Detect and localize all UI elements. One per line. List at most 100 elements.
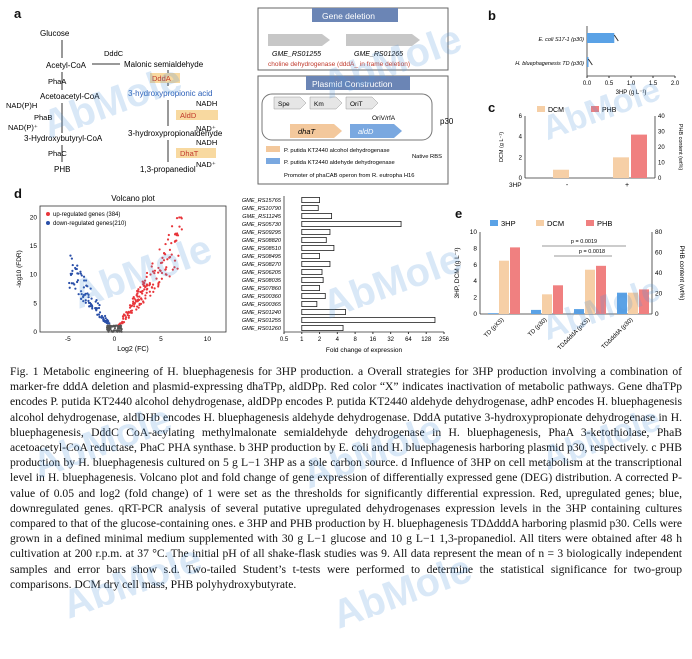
volcano-point (171, 268, 174, 271)
volcano-point (97, 306, 101, 310)
legend-phb: PHB (597, 219, 612, 228)
volcano-point (98, 315, 101, 318)
volcano-point (168, 275, 171, 278)
volcano-point (79, 270, 82, 273)
volcano-point (139, 302, 143, 305)
volcano-point (97, 313, 101, 316)
gene-label: GME_RS01255 (242, 318, 282, 324)
x-axis-title: 3HP (g L⁻¹) (616, 90, 647, 96)
legend-3hp: 3HP (501, 219, 516, 228)
gene-deletion-note: choline dehydrogenase (dddA_ in frame de… (268, 61, 410, 68)
plasmid-part-orit: OriT (350, 101, 363, 108)
volcano-point (176, 234, 180, 237)
volcano-point (145, 271, 149, 275)
y-axis-title-left: 3HP, DCM (g L⁻¹) (454, 248, 461, 299)
volcano-point (145, 288, 148, 291)
volcano-point (100, 316, 103, 319)
volcano-point (157, 282, 160, 285)
volcano-point (108, 326, 111, 329)
legend-up: up-regulated genes (384) (53, 212, 120, 218)
legend-swatch-phb (591, 106, 599, 112)
plasmid-name: p30 (440, 117, 454, 126)
tick-right: 20 (658, 145, 665, 151)
tick-label: 1 (300, 337, 304, 343)
volcano-point (123, 314, 127, 317)
panel-letter-a: a (14, 6, 22, 21)
category-label: TDΔdddA (p30) (601, 317, 634, 350)
fold-bar (301, 212, 333, 219)
plot-frame (39, 205, 227, 333)
fold-bar (301, 204, 319, 211)
gene-label: GME_RS08820 (242, 238, 282, 244)
gene-label: GME_RS11245 (242, 214, 282, 220)
panel-d-foldchange: GME_RS15765 GME_RS10790 GME_RS11245 GME_RS0… (242, 196, 450, 354)
volcano-point (168, 248, 172, 251)
volcano-point (141, 280, 144, 283)
pvalue-2: p = 0.0018 (579, 249, 605, 255)
panel-d-volcano: Volcano plot -5 0 5 10 0 5 10 15 20 Log2 (FC) -log1… (16, 194, 227, 353)
fold-bar (301, 229, 331, 236)
volcano-point (161, 261, 164, 264)
pathway-13pdo: 1,3-propanediol (140, 165, 196, 174)
tick-left: 6 (519, 114, 523, 120)
tick-left: 6 (473, 262, 477, 269)
fold-bar (301, 285, 320, 292)
volcano-point (137, 306, 140, 309)
panel-c-chart: DCM PHB 0 2 4 6 0 10 20 30 40 3HP - + DCM (g L⁻¹) PHB c… (499, 106, 683, 189)
volcano-point (75, 280, 79, 284)
gene-label: GME_RS00365 (242, 302, 282, 308)
tick-left: 0 (519, 176, 523, 182)
tick-label: 0.0 (583, 81, 592, 87)
pathway-nad-2: NAD⁺ (196, 160, 216, 169)
volcano-point (144, 297, 147, 300)
volcano-point (145, 291, 148, 294)
y-axis-title-right: PHB content (wt%) (678, 246, 685, 301)
volcano-point (155, 277, 158, 280)
volcano-point (91, 305, 94, 308)
tick-x: 10 (204, 336, 212, 343)
volcano-point (132, 300, 135, 303)
tick-right: 80 (655, 229, 663, 236)
bar-dcm (553, 169, 569, 178)
pathway-nadh-1: NADH (196, 99, 217, 108)
tick-label: 8 (353, 337, 357, 343)
legend-swatch-dcm (537, 106, 545, 112)
tick-label: 16 (370, 337, 377, 343)
pathway-phac: PhaC (48, 149, 67, 158)
volcano-point (98, 311, 102, 314)
volcano-point (136, 289, 139, 293)
volcano-point (173, 233, 177, 236)
volcano-point (137, 288, 140, 291)
tick-label: 0.5 (280, 337, 289, 343)
volcano-point (157, 271, 160, 274)
volcano-point (96, 313, 99, 316)
volcano-point (150, 265, 153, 268)
volcano-point (110, 329, 113, 332)
row-value: - (566, 182, 569, 189)
volcano-point (170, 253, 173, 256)
volcano-point (124, 316, 128, 319)
y-axis-title-left: DCM (g L⁻¹) (499, 132, 505, 162)
gene-label: GME_RS06205 (242, 270, 282, 276)
volcano-point (157, 285, 160, 288)
volcano-point (145, 275, 148, 278)
gene-label: GME_RS07860 (242, 286, 282, 292)
pathway-ddda: DddA (152, 74, 171, 83)
volcano-point (105, 321, 108, 324)
volcano-point (86, 292, 89, 295)
pathway-phb: PHB (54, 165, 70, 174)
volcano-point (178, 216, 181, 219)
volcano-point (120, 330, 123, 333)
volcano-point (152, 290, 155, 294)
tick-label: 256 (439, 337, 450, 343)
pathway-acetoacetyl-coa: Acetoacetyl-CoA (40, 92, 100, 101)
volcano-point (145, 283, 149, 286)
panel-e-chart: 3HP DCM PHB 0 2 4 6 8 10 0 20 40 60 80 TD (pXS) TD (p30… (454, 219, 685, 352)
volcano-point (158, 269, 162, 272)
pvalue-1: p = 0.0019 (571, 239, 597, 245)
volcano-point (150, 286, 154, 289)
volcano-point (164, 273, 167, 276)
volcano-point (121, 322, 124, 325)
pathway-aldd: AldD (180, 111, 197, 120)
tick-right: 20 (655, 291, 663, 298)
